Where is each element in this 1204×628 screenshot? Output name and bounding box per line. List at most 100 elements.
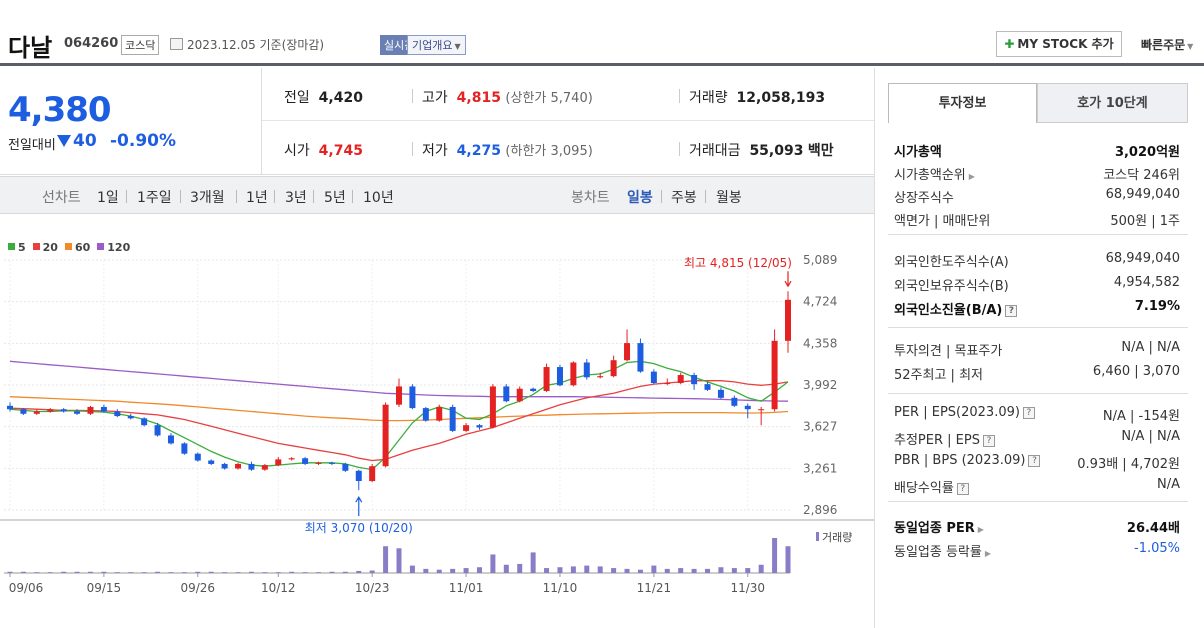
candle-body [436,406,443,421]
info-value: N/A [1157,477,1180,492]
candle-body [650,371,657,384]
info-value: -1.05% [1134,541,1180,556]
base-date: 2023.12.05 기준(장마감) [187,38,325,52]
candle-body [208,460,215,464]
candle-body [758,409,765,411]
candle-body [47,409,54,412]
volume-bar [664,568,670,573]
help-icon[interactable]: ? [1028,455,1041,467]
line-chart-label: 선차트 [42,190,81,206]
divider [679,89,680,103]
info-value: 68,949,040 [1105,187,1180,202]
candle-body [624,343,631,361]
divider [679,142,680,156]
candle-body [503,386,510,402]
candle-weekly[interactable]: 주봉 [671,190,697,206]
volume-bar [557,567,563,573]
range-3y[interactable]: 3년 [285,190,307,206]
range-1w[interactable]: 1주일 [137,190,172,206]
help-icon[interactable]: ? [982,435,995,447]
candle-body [261,465,268,470]
info-label-text: PER | EPS(2023.09) [894,405,1020,420]
prev-label: 전일 [284,90,310,106]
help-icon[interactable]: ? [1022,407,1035,419]
chevron-down-icon: ▼ [454,42,461,51]
down-triangle-icon [57,135,71,147]
low-price: 저가 4,275 (하한가 3,095) [422,140,593,160]
range-1d[interactable]: 1일 [97,190,119,206]
help-icon[interactable]: ? [956,483,969,495]
volume-bar [624,568,630,573]
ma60-line [9,396,789,422]
volume-bar [356,570,362,573]
candle-body [33,411,40,414]
ma20-line [9,380,789,462]
range-3m[interactable]: 3개월 [190,190,225,206]
candle-body [114,411,121,417]
volume-bar [409,565,415,573]
volume-bar [450,568,456,573]
candle-body [302,458,309,464]
chart-svg[interactable]: 5,089 4,724 4,358 3,992 3,627 3,261 2,896 거래량 최고… [0,215,874,628]
prev-value: 4,420 [318,90,363,106]
candle-monthly[interactable]: 월봉 [716,190,742,206]
volume-bar [34,572,40,573]
info-label-text: 동일업종 PER [894,521,975,536]
quick-order-button[interactable]: 빠른주문 ▼ [1141,36,1193,53]
candle-body [74,411,81,414]
volume-bar [369,570,375,573]
chevron-right-icon[interactable]: ▶ [977,525,984,534]
volume-value: 12,058,193 [736,90,826,106]
candle-body [516,388,523,402]
x-tick-label: 09/26 [180,581,215,595]
candle-body [463,425,470,431]
candle-body [382,404,389,467]
tab-hoga-10[interactable]: 호가 10단계 [1037,83,1188,123]
range-10y[interactable]: 10년 [363,190,394,206]
volume-bar [47,572,53,573]
volume-label: 거래량 [822,531,852,544]
info-label: 시가총액 [894,141,942,160]
volume-bar [329,571,335,573]
info-label: 배당수익률? [894,477,969,496]
open-value: 4,745 [318,143,363,159]
x-tick-label: 09/06 [9,581,44,595]
ma5-line [9,360,789,471]
volume-bar [222,572,228,573]
info-value: 500원 | 1주 [1110,214,1180,229]
info-label-text: 외국인소진율(B/A) [894,303,1003,318]
range-1y[interactable]: 1년 [246,190,268,206]
panel-tabs: 투자정보 호가 10단계 [888,83,1188,123]
info-value: N/A | N/A [1121,340,1180,355]
plus-icon: ✚ [1004,37,1015,51]
info-label: 동일업종 PER ▶ [894,517,984,536]
volume-bar [168,572,174,573]
mystock-add-button[interactable]: ✚ MY STOCK 추가 [996,31,1122,57]
candle-daily[interactable]: 일봉 [627,190,653,206]
high-price: 고가 4,815 (상한가 5,740) [422,87,593,107]
x-tick-label: 10/23 [355,581,390,595]
change-percent: -0.90% [110,131,177,151]
candle-body [409,386,416,409]
legend-swatch [32,243,40,250]
legend-item-ma120: 120 [97,241,130,254]
low-arrow-icon [355,495,363,517]
company-info-button[interactable]: 기업개요 ▼ [407,35,466,55]
info-value: 3,020억원 [1114,145,1180,160]
candle-body [315,462,322,464]
chevron-right-icon[interactable]: ▶ [984,549,992,558]
candle-body [785,299,791,341]
range-5y[interactable]: 5년 [324,190,346,206]
divider [236,190,237,203]
candle-body [476,425,483,428]
volume-bar [155,571,161,573]
chevron-right-icon[interactable]: ▶ [968,172,975,181]
high-arrow-icon [784,271,792,288]
volume-bar [87,571,93,573]
candle-chart-label: 봉차트 [571,190,610,206]
legend-swatch [64,243,72,250]
tab-invest-info[interactable]: 투자정보 [888,83,1037,123]
divider [412,142,413,156]
help-icon[interactable]: ? [1005,305,1018,317]
low-label: 저가 [422,143,448,159]
